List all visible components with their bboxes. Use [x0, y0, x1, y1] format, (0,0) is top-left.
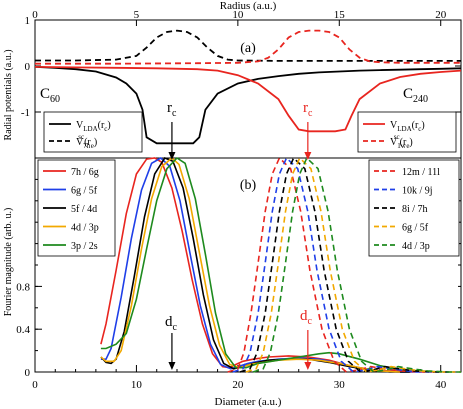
top-tick-label: 15 — [334, 9, 346, 21]
potential-line-c60-solid — [34, 66, 462, 145]
panel-b-y-ticks: 0 0.4 0.8 — [16, 157, 461, 379]
legend-label: V7hsc(re) — [76, 133, 97, 150]
top-tick-label: 5 — [134, 9, 140, 21]
legend-box — [43, 111, 143, 153]
panel-a-y-ticks: -1 0 1 — [21, 15, 461, 159]
rc-arrow-c60-head — [168, 152, 176, 160]
legend-label: 4d / 3p — [71, 223, 99, 234]
panel-a-y-tick-label: -1 — [21, 107, 30, 119]
panel-b-x-label: Diameter (a.u.) — [215, 396, 282, 408]
panel-b-legend-left: 7h / 6g 6g / 5f 5f / 4d 4d / 3p 3p / 2s — [37, 159, 116, 257]
legend-label: 12m / 11l — [402, 167, 440, 178]
panel-b-x-tick-label: 30 — [334, 379, 346, 391]
panel-b-y-tick-label: 0.8 — [16, 281, 30, 293]
panel-b-x-tick-label: 0 — [32, 379, 38, 391]
fourier-line-dashed — [245, 156, 461, 373]
top-tick-label: 0 — [32, 9, 38, 21]
dc-label-c60: dc — [165, 314, 178, 333]
panel-b-x-tick-label: 10 — [131, 379, 143, 391]
rc-arrow-c240-head — [304, 152, 312, 160]
legend-label: 4d / 3p — [402, 241, 430, 252]
panel-b-y-tick-label: 0 — [25, 367, 31, 379]
fourier-line-dashed — [239, 156, 455, 373]
annotation-arrows — [168, 122, 312, 370]
legend-label: 6g / 5f — [71, 186, 98, 197]
panel-b-tag: (b) — [240, 178, 257, 193]
panel-b-y-tick-label: 0.4 — [16, 324, 30, 336]
top-axis-ticks: 0 5 10 15 20 — [32, 9, 447, 26]
legend-label: VLDA(rc) — [390, 120, 425, 133]
panel-a-series — [34, 29, 462, 145]
legend-label: V1wsc(re) — [390, 133, 413, 150]
panel-b-y-label: Fourier magnitude (arb. u.) — [3, 208, 14, 317]
fourier-line-solid — [100, 157, 411, 372]
dc-arrow-c240-head — [304, 362, 312, 370]
molecule-label-c60: C60 — [40, 86, 60, 105]
molecule-label-c240: C240 — [403, 86, 428, 105]
legend-label: 6g / 5f — [402, 223, 429, 234]
top-tick-label: 20 — [435, 9, 447, 21]
panel-b-series — [100, 156, 461, 373]
legend-box — [357, 111, 457, 153]
legend-label: VLDA(rc) — [76, 120, 111, 133]
rc-label-c240: rc — [303, 100, 313, 119]
legend-label: 7h / 6g — [71, 167, 99, 178]
panel-a-tag: (a) — [240, 41, 256, 56]
legend-label: 10k / 9j — [402, 186, 433, 197]
legend-label: 3p / 2s — [71, 241, 98, 252]
fourier-line-solid — [100, 156, 441, 373]
fourier-line-solid — [100, 156, 401, 373]
panel-b-legend-right: 12m / 11l 10k / 9j 8i / 7h 6g / 5f 4d / 3p — [368, 159, 460, 257]
panel-a-legend-right: VLDA(rc)V1wsc(re) — [357, 111, 457, 153]
top-tick-label: 10 — [232, 9, 244, 21]
panel-a-y-tick-label: 1 — [25, 15, 31, 27]
panel-b: 0 10 20 30 40 0 0.4 0.8 Diameter (a.u.) Fourie… — [3, 156, 462, 408]
legend-label: 5f / 4d — [71, 204, 97, 215]
potential-line-c60-dashed — [35, 29, 461, 62]
fourier-line-dashed — [252, 156, 461, 373]
dc-arrow-c60-head — [168, 362, 176, 370]
legend-label: 8i / 7h — [402, 204, 428, 215]
panel-b-x-tick-label: 40 — [435, 379, 447, 391]
panel-b-x-ticks: 0 10 20 30 40 — [32, 365, 462, 391]
panel-a-y-label: Radial potentials (a.u.) — [3, 49, 14, 140]
panel-a-y-tick-label: 0 — [25, 61, 31, 73]
potential-line-c240-dashed — [35, 29, 461, 65]
rc-label-c60: rc — [167, 100, 177, 119]
panel-a: 0 5 10 15 20 Radius (a.u.) -101 Radial poten… — [3, 0, 462, 159]
top-axis-label: Radius (a.u.) — [220, 0, 277, 12]
potential-line-c240-solid — [34, 66, 462, 133]
panel-a-legend-left: VLDA(rc)V7hsc(re) — [43, 111, 143, 153]
panel-b-x-tick-label: 20 — [232, 379, 244, 391]
dc-label-c240: dc — [300, 308, 313, 327]
